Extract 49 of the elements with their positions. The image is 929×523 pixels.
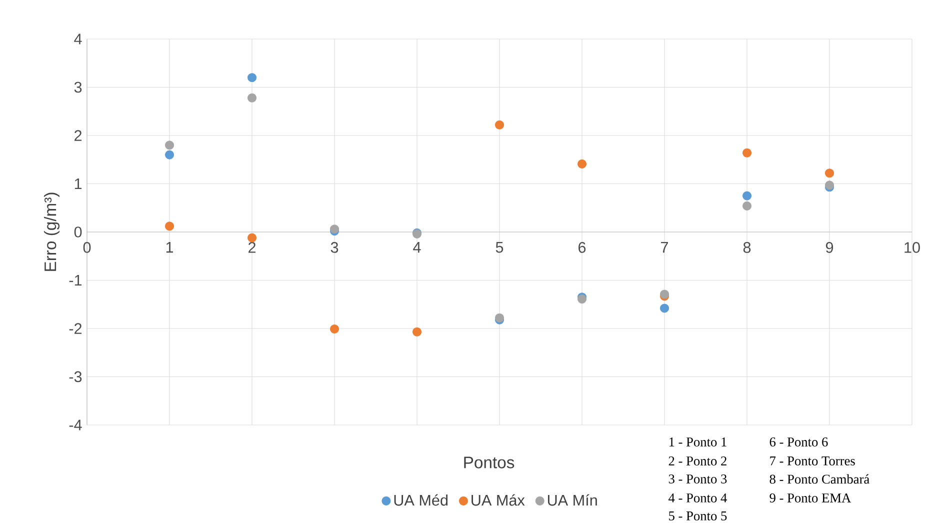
legend-label: UA Máx	[472, 494, 525, 506]
text: 8 - Ponto Cambará	[770, 474, 870, 484]
x-tick-label: 2	[248, 242, 256, 253]
point	[247, 93, 257, 102]
point	[742, 201, 752, 210]
point	[330, 324, 340, 334]
point	[412, 327, 422, 336]
x-tick-label: 10	[904, 242, 920, 253]
y-tick-label: 0	[74, 226, 82, 238]
y-tick-label: 3	[74, 82, 82, 93]
y-tick-label: -1	[69, 274, 82, 286]
x-tick-label: 9	[826, 242, 834, 253]
x-tick-label: 6	[578, 242, 586, 253]
point	[164, 222, 174, 231]
point	[660, 304, 670, 313]
x-axis-title: Pontos	[464, 456, 514, 468]
y-axis-title: Erro (g/m³)	[44, 192, 60, 271]
point	[164, 140, 174, 150]
y-tick-label: -2	[69, 323, 82, 334]
x-tick-label: 7	[661, 242, 668, 253]
y-tick-label: -3	[69, 371, 82, 382]
text: 4 - Ponto 4	[668, 494, 727, 502]
point	[164, 150, 174, 160]
legend-label: UA Méd	[394, 494, 448, 506]
text: 6 - Ponto 6	[770, 438, 828, 446]
x-tick-label: 5	[496, 242, 504, 253]
legend-label: UA Mín	[548, 494, 597, 506]
point	[824, 168, 834, 178]
point	[742, 148, 752, 158]
text: 3 - Ponto 3	[668, 474, 727, 484]
text: 7 - Ponto Torres	[770, 456, 855, 466]
point	[742, 191, 752, 200]
point	[247, 73, 257, 82]
y-tick-label: 4	[74, 34, 82, 44]
point	[247, 233, 257, 242]
x-tick-label: 3	[330, 242, 338, 253]
point	[577, 159, 587, 168]
x-tick-label: 8	[743, 242, 751, 253]
x-tick-label: 4	[413, 242, 421, 253]
x-tick-label: 1	[166, 242, 174, 253]
text: 9 - Ponto EMA	[770, 494, 852, 502]
point	[494, 120, 504, 130]
y-tick-label: 1	[74, 178, 82, 190]
y-tick-label: -4	[69, 420, 82, 430]
text: 2 - Ponto 2	[668, 456, 726, 466]
text: 5 - Ponto 5	[669, 512, 727, 520]
x-tick-label: 0	[83, 242, 91, 253]
y-tick-label: 2	[74, 130, 82, 141]
text: 1 - Ponto 1	[669, 438, 726, 446]
